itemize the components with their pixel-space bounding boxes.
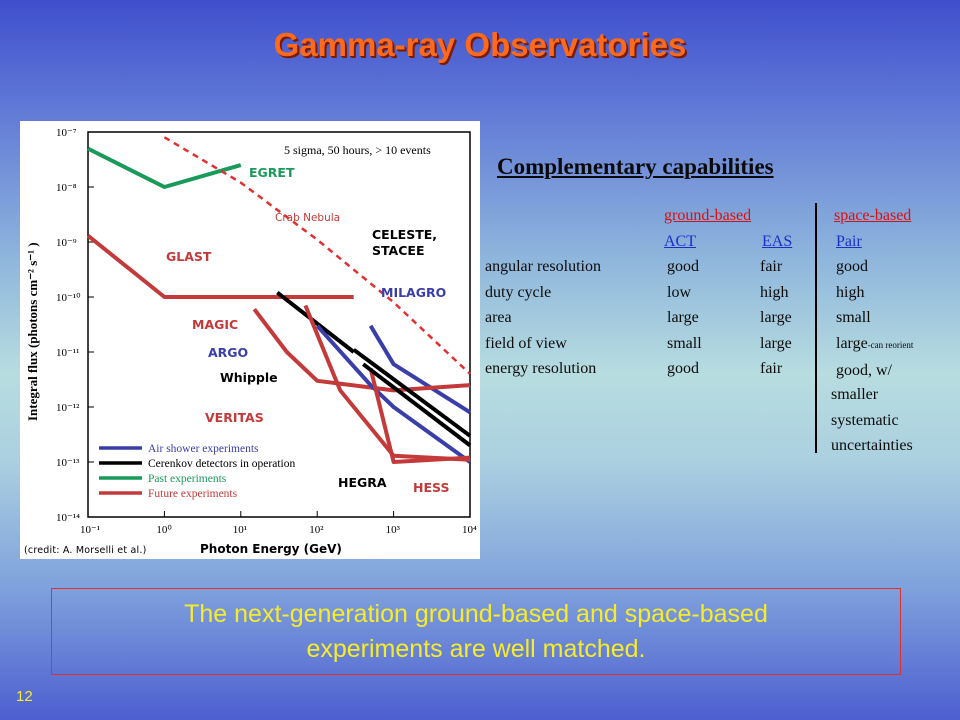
- y-tick-label: 10⁻¹²: [56, 402, 80, 414]
- y-tick-label: 10⁻⁸: [56, 182, 77, 194]
- eas-cell: high: [760, 283, 789, 301]
- capabilities-heading: Complementary capabilities: [497, 154, 774, 179]
- callout-line: The next-generation ground-based and spa…: [184, 600, 768, 628]
- eas-cell: fair: [760, 258, 783, 275]
- pair-column: good high small large-can reorient good,…: [836, 254, 913, 384]
- sensitivity-figure: 10⁻¹ 10⁰ 10¹ 10² 10³ 10⁴ 10⁻⁷ 10⁻⁸ 10⁻⁹ 10⁻¹⁰ 10⁻¹…: [20, 121, 480, 559]
- x-tick-label: 10⁻¹: [80, 524, 100, 536]
- x-tick-label: 10⁴: [462, 524, 477, 536]
- eas-cell: large: [760, 309, 792, 327]
- series-line-argo: [315, 324, 472, 464]
- pair-cell: good: [836, 258, 868, 275]
- y-tick-label: 10⁻¹¹: [56, 347, 79, 359]
- x-axis-label: Photon Energy (GeV): [200, 542, 342, 556]
- series-line-crab-nebula: [163, 136, 471, 375]
- pair-continuation-line: smaller: [831, 386, 879, 403]
- label-hegra: HEGRA: [338, 475, 387, 490]
- label-veritas: VERITAS: [205, 410, 264, 425]
- label-magic: MAGIC: [192, 317, 238, 332]
- eas-cell: fair: [760, 360, 783, 378]
- pair-cell: high: [836, 283, 865, 301]
- row-label: energy resolution: [485, 360, 597, 378]
- summary-callout: The next-generation ground-based and spa…: [51, 588, 901, 675]
- series-line-hess: [361, 362, 472, 447]
- header-ground-based: ground-based: [664, 207, 752, 224]
- pair-continuation-line: systematic: [831, 411, 899, 429]
- header-eas: EAS: [762, 233, 793, 250]
- label-celeste: CELESTE,: [372, 227, 437, 242]
- act-cell: large: [667, 309, 699, 327]
- figure-credit: (credit: A. Morselli et al.): [24, 545, 147, 556]
- act-cell: small: [667, 334, 702, 352]
- pair-cell-with-note: large-can reorient: [836, 331, 913, 359]
- pair-cell: small: [836, 309, 871, 327]
- row-label: field of view: [485, 334, 567, 352]
- legend-label: Air shower experiments: [148, 443, 259, 455]
- label-whipple: Whipple: [220, 370, 278, 385]
- capability-labels: angular resolution duty cycle area field…: [485, 254, 601, 382]
- legend-label: Future experiments: [148, 488, 238, 500]
- act-column: good low large small good: [667, 254, 702, 382]
- eas-cell: large: [760, 334, 792, 352]
- table-divider: [815, 203, 817, 453]
- row-label: angular resolution: [485, 258, 601, 275]
- pair-note: -can reorient: [867, 339, 914, 350]
- y-tick-label: 10⁻⁹: [56, 237, 77, 249]
- y-tick-label: 10⁻¹⁴: [56, 512, 80, 524]
- series-line-celeste: [276, 291, 355, 354]
- x-tick-label: 10²: [309, 524, 324, 536]
- series-line-egret: [87, 146, 242, 189]
- series-line-whipple: [352, 348, 472, 438]
- series-line-milagro: [368, 324, 472, 414]
- act-cell: low: [667, 283, 691, 301]
- label-milagro: MILAGRO: [381, 285, 446, 300]
- series-line-magic: [252, 307, 471, 393]
- label-egret: EGRET: [249, 165, 295, 180]
- act-cell: good: [667, 360, 699, 378]
- chart-legend: Air shower experiments Cerenkov detectors…: [99, 443, 295, 500]
- x-tick-label: 10¹: [233, 524, 247, 536]
- row-label: duty cycle: [485, 283, 552, 301]
- series-line-veritas: [303, 304, 471, 462]
- label-argo: ARGO: [208, 345, 248, 360]
- pair-cell: large: [836, 334, 868, 352]
- slide-number: 12: [16, 688, 33, 705]
- pair-cell: good, w/: [836, 362, 892, 380]
- label-crab: Crab Nebula: [275, 212, 340, 224]
- y-tick-label: 10⁻¹³: [56, 457, 80, 469]
- header-pair: Pair: [836, 233, 862, 250]
- row-label: area: [485, 309, 512, 327]
- header-space-based: space-based: [834, 207, 912, 224]
- pair-continuation: smaller systematic uncertainties: [831, 382, 913, 459]
- label-stacee: STACEE: [372, 243, 424, 258]
- legend-label: Cerenkov detectors in operation: [148, 458, 295, 470]
- callout-line: experiments are well matched.: [306, 635, 646, 663]
- act-cell: good: [667, 258, 699, 275]
- header-act: ACT: [664, 233, 696, 250]
- y-tick-label: 10⁻⁷: [56, 127, 77, 139]
- x-tick-label: 10³: [386, 524, 401, 536]
- legend-label: Past experiments: [148, 473, 227, 485]
- criteria-label: 5 sigma, 50 hours, > 10 events: [284, 143, 431, 157]
- series-line-hegra: [368, 368, 471, 464]
- x-tick-label: 10⁰: [156, 524, 172, 536]
- sensitivity-chart: 10⁻¹ 10⁰ 10¹ 10² 10³ 10⁴ 10⁻⁷ 10⁻⁸ 10⁻⁹ 10⁻¹⁰ 10⁻¹…: [25, 127, 477, 556]
- y-tick-label: 10⁻¹⁰: [56, 292, 81, 304]
- label-hess: HESS: [413, 480, 449, 495]
- eas-column: fair high large large fair: [760, 254, 792, 382]
- slide-title: Gamma-ray Observatories: [273, 26, 687, 63]
- plot-frame: [87, 131, 471, 518]
- series-line-glast: [86, 234, 354, 299]
- y-axis-label: Integral flux (photons cm⁻² s⁻¹ ): [25, 242, 40, 421]
- label-glast: GLAST: [166, 249, 212, 264]
- pair-continuation-line: uncertainties: [831, 437, 913, 455]
